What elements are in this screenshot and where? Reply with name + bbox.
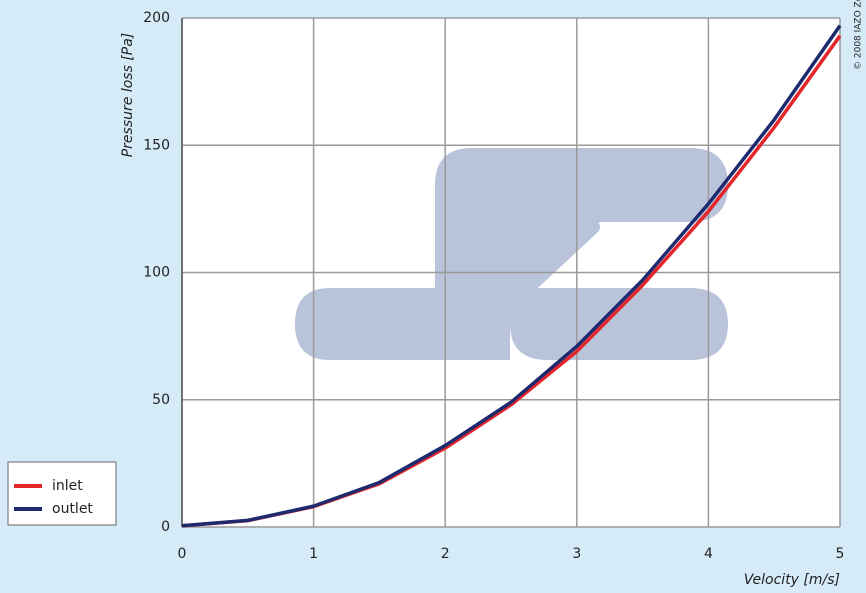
x-tick-label: 5 (836, 546, 845, 562)
x-axis-label: Velocity [m/s] (744, 572, 840, 588)
legend-label: inlet (52, 478, 83, 494)
y-tick-label: 50 (152, 392, 170, 408)
legend-label: outlet (52, 501, 93, 517)
x-tick-label: 3 (572, 546, 581, 562)
x-tick-label: 1 (309, 546, 318, 562)
x-tick-label: 2 (441, 546, 450, 562)
y-axis-label: Pressure loss [Pa] (120, 33, 136, 158)
y-tick-label: 100 (143, 265, 170, 281)
copyright: © 2008 IAZO Zeepnaar bv. versie (854, 0, 864, 70)
y-tick-label: 150 (143, 137, 170, 153)
series-line (181, 24, 842, 528)
x-tick-label: 0 (178, 546, 187, 562)
x-tick-label: 4 (704, 546, 713, 562)
legend-box (7, 461, 117, 526)
y-tick-label: 200 (143, 10, 170, 26)
y-tick-label: 0 (161, 519, 170, 535)
